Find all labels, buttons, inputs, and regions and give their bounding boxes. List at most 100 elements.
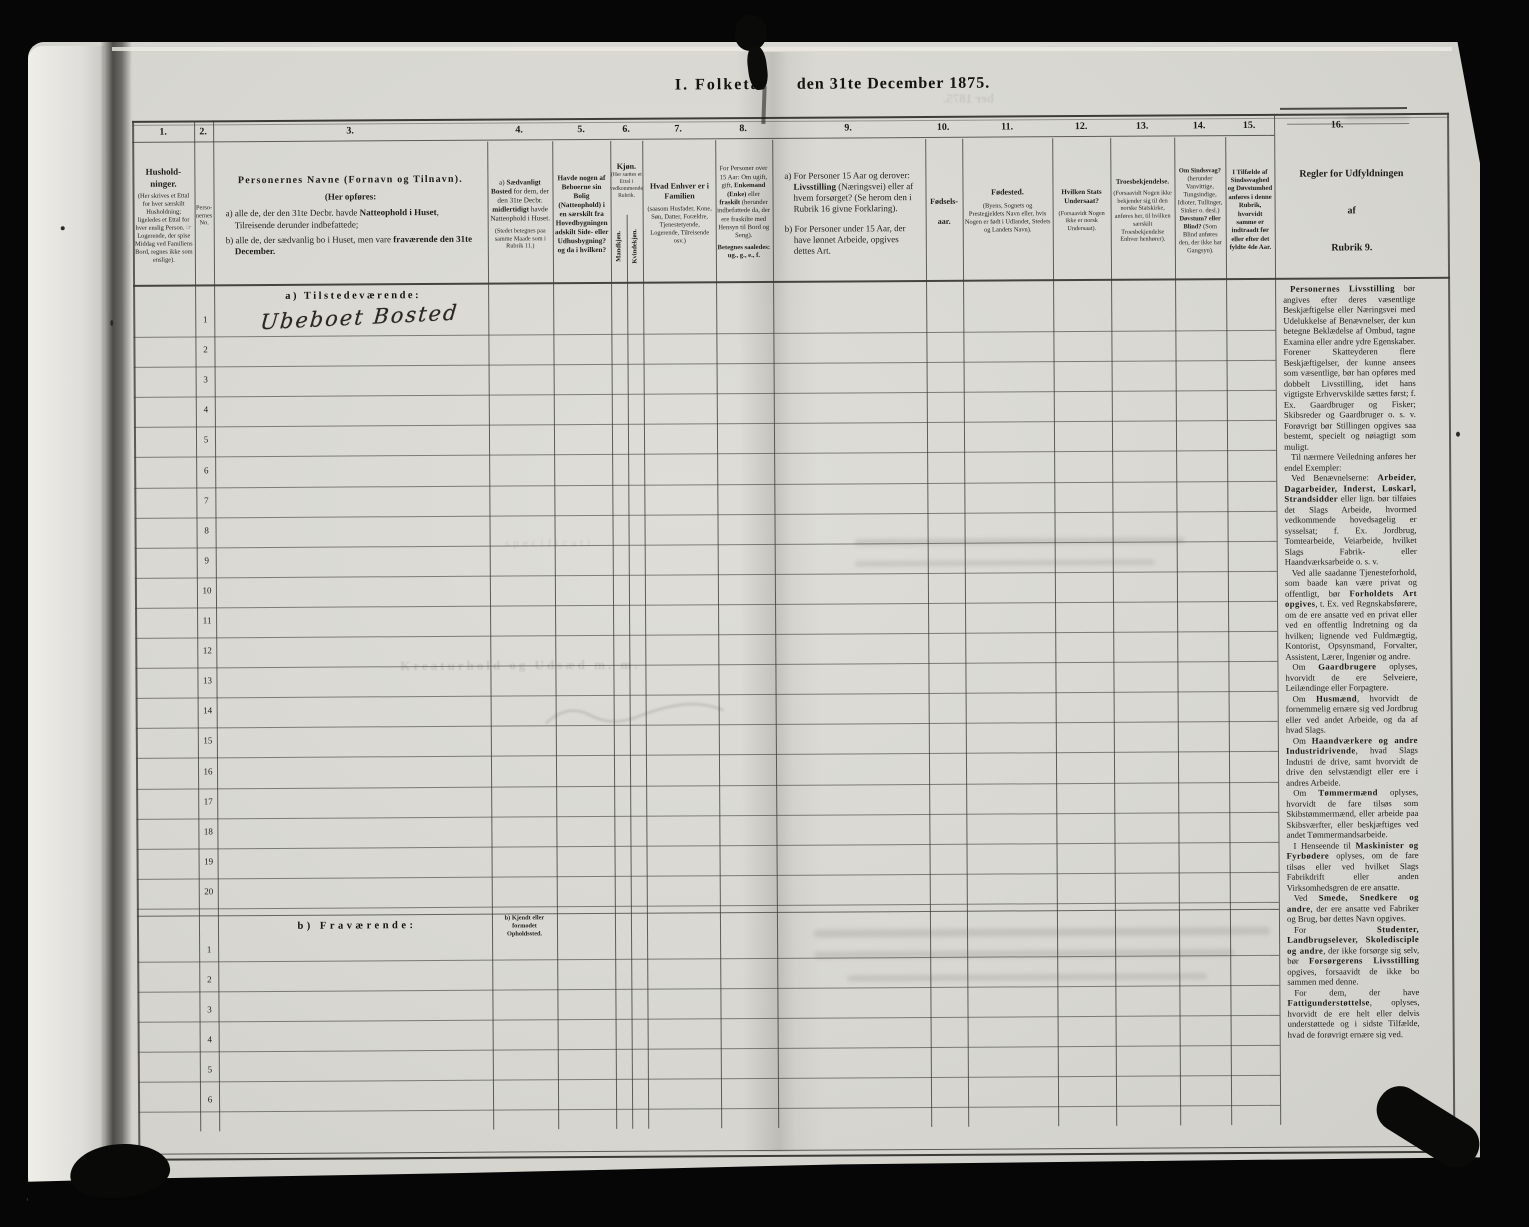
row-number: 18 <box>203 826 213 837</box>
header-col4-note: (Stedet betegnes paa samme Maade som i R… <box>494 227 546 250</box>
ink-speck <box>1455 431 1461 437</box>
header-col8-marital-status: For Personer over 15 Aar: Om ugift, gift… <box>716 143 771 283</box>
header-col4-usual-residence: a) Sædvanligt Bosted for dem, der den 31… <box>489 145 551 283</box>
row-number: 6 <box>203 464 209 475</box>
header-col10-birth-year: Fødsels­aar. <box>927 149 961 274</box>
ghost-smudge <box>814 926 1271 938</box>
header-col13-title: Troesbekjendelse. <box>1115 177 1170 186</box>
rules-paragraph: Ved alle saadanne Tjenesteforhold, som b… <box>1284 566 1418 662</box>
row-number: 10 <box>202 585 212 596</box>
row-number: 1 <box>206 944 212 955</box>
header-col1-households: Hushold­ninger. (Her skrives et Ettal fo… <box>134 147 193 283</box>
table-rule-horizontal <box>133 390 1276 399</box>
header-col12-title: Hvilken Stats Undersaat? <box>1061 188 1102 206</box>
section-b-col4-note: b) Kjendt eller formodet Opholdssted. <box>504 914 545 938</box>
header-col5-text: Havde nogen af Beboerne sin Bolig (Natte… <box>554 173 609 254</box>
row-number: 19 <box>204 856 214 867</box>
row-number: 7 <box>204 494 209 505</box>
column-number: 6. <box>622 123 630 135</box>
table-rule-horizontal <box>136 908 1279 917</box>
header-col7-note: (saasom Husfader, Kone, Søn, Datter, For… <box>647 205 712 245</box>
table-rule-horizontal <box>137 984 1280 993</box>
section-b-label: b) Fraværende: <box>297 920 417 932</box>
header-col2-title: Per­so­ner­nes No. <box>195 204 213 227</box>
header-col3-names: Personernes Navne (Fornavn og Tilnavn). … <box>219 148 482 284</box>
table-rule-horizontal <box>136 781 1279 790</box>
table-rule-horizontal <box>136 841 1279 850</box>
header-col1-title: Hushold­ninger. <box>145 166 182 189</box>
table-rule-horizontal <box>134 450 1277 459</box>
row-number: 5 <box>203 434 209 445</box>
table-rule-horizontal <box>134 480 1277 489</box>
table-rule-horizontal <box>135 630 1278 639</box>
left-binding-shadow <box>100 42 132 1188</box>
table-rule-horizontal <box>137 1074 1280 1083</box>
header-col9-item-b: b) For Personer under 15 Aar, der have l… <box>784 222 906 256</box>
row-number: 8 <box>204 525 209 536</box>
row-number: 1 <box>202 314 208 325</box>
column-number: 15. <box>1242 119 1256 132</box>
header-col5-outbuilding: Havde nogen af Beboerne sin Bolig (Natte… <box>554 145 609 283</box>
column-number: 12. <box>1074 120 1088 133</box>
header-col10-title: Fødsels­aar. <box>930 197 959 226</box>
table-rule-horizontal <box>1280 107 1408 110</box>
row-number: 9 <box>204 555 210 566</box>
ghost-handwriting-squiggle <box>544 702 725 725</box>
page-deckle-edge <box>28 46 104 1184</box>
row-number: 4 <box>207 1034 212 1045</box>
table-rule-horizontal <box>136 811 1279 820</box>
header-col16-rules-title: Regler for Udfyldningen af Rubrik 9. <box>1280 158 1423 265</box>
row-number: 13 <box>202 675 213 686</box>
table-rule-horizontal <box>135 751 1278 760</box>
header-col3-item-a: a) alle de, der den 31te Decbr. havde Na… <box>225 207 439 230</box>
header-col9-occupation: a) For Personer 15 Aar og derover: Livss… <box>783 149 918 278</box>
rules-paragraph: Om Husmænd, hvorvidt de fornemmelig ernæ… <box>1285 692 1418 735</box>
header-col11-birthplace: Fødested. (Byens, Sognets og Prestegjeld… <box>964 148 1051 274</box>
column-number: 13. <box>1135 120 1149 132</box>
ghost-smudge <box>847 973 1208 982</box>
rules-paragraph: Ved Benævnelserne: Arbeider, Dagarbeider… <box>1284 471 1417 567</box>
ink-speck <box>110 319 114 326</box>
row-number: 2 <box>203 344 208 355</box>
ghost-smudge <box>854 559 1155 567</box>
row-number: 5 <box>207 1064 213 1075</box>
table-rule-horizontal <box>135 600 1278 609</box>
header-col13-note: (Forsaavidt Nogen ikke bekjender sig til… <box>1113 189 1172 244</box>
row-number: 12 <box>202 645 212 656</box>
rules-paragraph: Om Gaardbrugere oplyses, hvorvidt de ere… <box>1285 660 1418 693</box>
header-col3-item-b: b) alle de, der sædvanlig bo i Huset, me… <box>225 233 473 257</box>
column-number: 9. <box>844 122 852 134</box>
rules-paragraph: I Henseende til Maskinister og Fyrbødere… <box>1286 839 1419 893</box>
header-col15-text: I Tilfælde af Sindssvaghed og Døvstumhed… <box>1227 168 1273 252</box>
ink-speck <box>60 226 65 231</box>
column-number: 7. <box>674 123 682 135</box>
header-col13-religion: Troesbekjendelse. (Forsaavidt Nogen ikke… <box>1112 145 1173 275</box>
handwritten-entry-row1: Ubeboet Bosted <box>259 300 460 335</box>
rules-title-line1: Regler for Udfyldningen <box>1299 168 1404 180</box>
header-col6-female: Kvindekjøn. <box>631 228 639 264</box>
header-col6-note: (Her sættes et Ettal i vedkommende Rubri… <box>609 171 643 199</box>
header-col2-person-no: Per­so­ner­nes No. <box>195 153 213 278</box>
rules-paragraph: Personernes Livsstilling bør angives eft… <box>1283 282 1417 452</box>
header-col7-title: Hvad Enhver er i Familien <box>649 181 710 201</box>
column-number: 16. <box>1330 119 1344 131</box>
header-col7-family-role: Hvad Enhver er i Familien (saasom Husfad… <box>645 144 714 282</box>
rules-paragraph: Om Tømmermænd oplyses, hvorvidt de fare … <box>1286 786 1419 840</box>
column-number: 14. <box>1192 120 1206 132</box>
table-rule-horizontal <box>137 1044 1280 1053</box>
row-number: 17 <box>203 795 213 806</box>
header-col8-text: For Personer over 15 Aar: Om ugift, gift… <box>717 165 771 240</box>
table-rule-horizontal <box>136 871 1279 880</box>
rules-paragraph: Om Haandværkere og andre Industridrivend… <box>1285 734 1419 788</box>
column-number: 11. <box>1001 121 1014 133</box>
row-number: 6 <box>207 1094 213 1105</box>
table-rule-horizontal <box>134 540 1277 549</box>
column-number: 5. <box>577 124 585 136</box>
table-rule-horizontal <box>137 1014 1280 1023</box>
header-col6-male: Mandkjøn. <box>615 230 623 262</box>
table-rule-horizontal <box>133 359 1276 368</box>
row-number: 3 <box>203 374 208 385</box>
header-col4-text: a) Sædvanligt Bosted for dem, der den 31… <box>490 178 551 223</box>
section-a-label: a) Tilstedeværende: <box>285 290 422 302</box>
